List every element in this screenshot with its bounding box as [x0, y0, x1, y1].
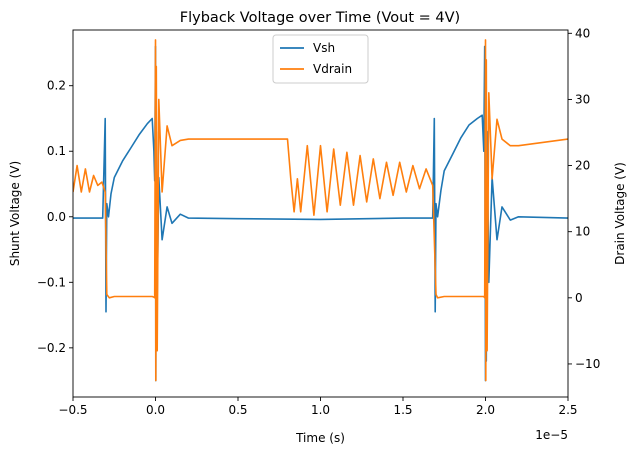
series-layer — [73, 39, 568, 382]
left-y-tick-label: 0.2 — [47, 79, 66, 93]
right-y-tick-label: 0 — [575, 291, 583, 305]
left-y-tick-label: 0.0 — [47, 210, 66, 224]
x-tick-label: 1.0 — [311, 403, 330, 417]
right-y-axis-label: Drain Voltage (V) — [613, 162, 627, 265]
right-y-tick-label: 20 — [575, 159, 590, 173]
x-tick-label: 2.0 — [476, 403, 495, 417]
series-line-vdrain — [73, 39, 568, 382]
left-y-axis-ticks: −0.2 −0.1 0.0 0.1 0.2 — [37, 79, 73, 355]
legend-label-vdrain: Vdrain — [313, 62, 352, 76]
chart-title: Flyback Voltage over Time (Vout = 4V) — [180, 10, 460, 26]
x-axis-label: Time (s) — [295, 431, 345, 445]
x-tick-label: 0.5 — [228, 403, 247, 417]
left-y-tick-label: −0.1 — [37, 275, 66, 289]
x-tick-label: −0.5 — [58, 403, 87, 417]
x-tick-label: 2.5 — [558, 403, 577, 417]
x-axis-offset-label: 1e−5 — [535, 428, 568, 442]
right-y-tick-label: −10 — [575, 357, 600, 371]
x-tick-label: 1.5 — [393, 403, 412, 417]
x-tick-label: 0.0 — [146, 403, 165, 417]
left-y-tick-label: 0.1 — [47, 144, 66, 158]
left-y-tick-label: −0.2 — [37, 341, 66, 355]
right-y-tick-label: 40 — [575, 26, 590, 40]
legend: Vsh Vdrain — [272, 34, 369, 84]
plot-area-frame — [72, 29, 569, 398]
x-axis-ticks: −0.5 0.0 0.5 1.0 1.5 2.0 2.5 — [58, 397, 578, 417]
legend-label-vsh: Vsh — [313, 41, 335, 55]
right-y-tick-label: 30 — [575, 92, 590, 106]
right-y-tick-label: 10 — [575, 225, 590, 239]
left-y-axis-label: Shunt Voltage (V) — [8, 161, 22, 266]
series-line-vsh — [73, 45, 568, 382]
legend-box — [272, 34, 369, 84]
right-y-axis-ticks: −10 0 10 20 30 40 — [568, 26, 600, 371]
